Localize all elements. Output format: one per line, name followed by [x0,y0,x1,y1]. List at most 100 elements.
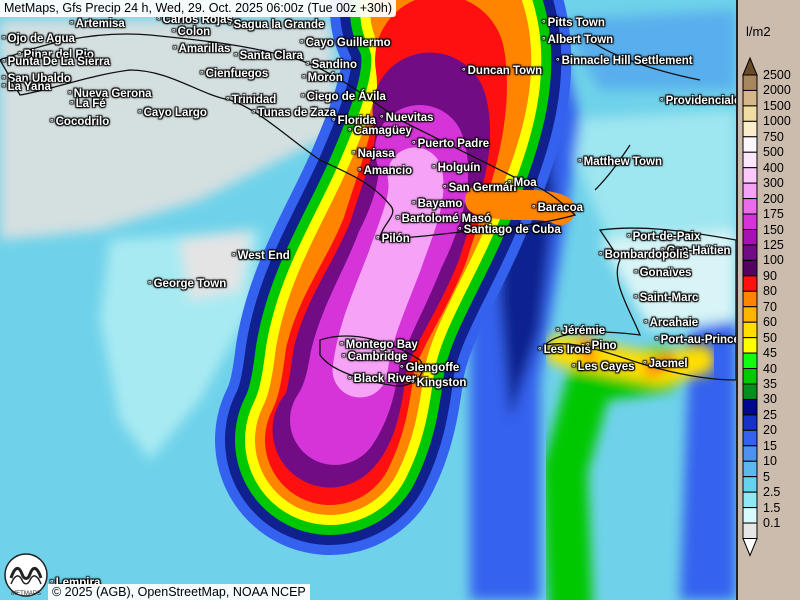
city-marker-icon: ° [200,69,204,79]
city-marker-icon: ° [376,234,380,244]
city-marker-icon: ° [586,341,590,351]
city-label: ° West End [232,250,290,263]
city-name: Providenciales [665,95,747,107]
legend-label: 70 [763,299,777,314]
legend-label: 300 [763,176,784,191]
legend-label: 125 [763,237,784,252]
city-name: Artemisa [75,18,125,30]
legend-swatch [742,368,758,385]
precipitation-map[interactable] [0,0,736,600]
city-marker-icon: ° [348,126,352,136]
city-label: ° Les Irois [538,344,591,357]
city-label: ° Providenciales [660,95,747,108]
legend-swatch [742,321,758,339]
city-marker-icon: ° [2,57,6,67]
color-legend: l/m2 2500 2000 1500 1000 750 500 400 300 200 175 1… [736,0,800,600]
city-label: ° Cambridge [342,351,408,364]
city-name: Pitts Town [547,17,605,29]
legend-label: 100 [763,253,784,268]
city-marker-icon: ° [462,66,466,76]
city-marker-icon: ° [306,60,310,70]
city-name: Cayo Guillermo [305,37,391,49]
city-name: Sagua la Grande [233,19,325,31]
legend-max-arrow [742,56,758,76]
city-marker-icon: ° [556,326,560,336]
city-name: Cambridge [347,351,408,363]
city-marker-icon: ° [412,139,416,149]
attribution: © 2025 (AGB), OpenStreetMap, NOAA NCEP [48,584,310,600]
city-name: Najasa [357,148,395,160]
legend-label: 500 [763,145,784,160]
city-marker-icon: ° [302,73,306,83]
city-marker-icon: ° [643,359,647,369]
city-marker-icon: ° [342,352,346,362]
city-marker-icon: ° [655,335,659,345]
city-name: Montego Bay [345,339,418,351]
city-label: ° Puerto Padre [412,138,489,151]
legend-swatch [742,476,758,493]
city-marker-icon: ° [443,183,447,193]
city-label: ° Montego Bay [340,339,418,352]
city-name: Bartolomé Masó [401,213,492,225]
city-label: ° Cayo Guillermo [300,37,391,50]
legend-label: 60 [763,315,777,330]
city-name: Black River [353,373,417,385]
legend-swatch [742,306,758,323]
city-marker-icon: ° [578,157,582,167]
legend-label: 40 [763,361,777,376]
city-marker-icon: ° [396,214,400,224]
city-name: Cap-Haïtien [666,245,731,257]
city-marker-icon: ° [228,20,232,30]
city-marker-icon: ° [332,116,336,126]
city-label: ° La Fé [70,98,106,111]
city-marker-icon: ° [70,99,74,109]
city-label: ° Baracoa [532,202,583,215]
city-label: ° La Yana [2,81,51,94]
legend-swatch [742,136,758,153]
city-label: ° Sagua la Grande [228,19,324,32]
city-marker-icon: ° [660,96,664,106]
city-label: ° Jérémie [556,325,605,338]
city-name: Les Irois [543,344,591,356]
city-marker-icon: ° [2,74,6,84]
city-label: ° Saint-Marc [634,292,698,305]
legend-label: 5 [763,469,770,484]
legend-label: 750 [763,129,784,144]
legend-label: 2.5 [763,485,781,500]
city-label: ° Nuevitas [380,112,434,125]
legend-bar [742,56,758,557]
city-label: ° Najasa [352,148,395,161]
city-marker-icon: ° [627,232,631,242]
city-name: Duncan Town [467,65,543,77]
city-label: ° Santa Clara [234,50,303,63]
city-marker-icon: ° [234,51,238,61]
legend-swatch [742,182,758,200]
city-label: ° Albert Town [542,34,613,47]
legend-swatch [742,352,758,370]
legend-swatch [742,414,758,431]
city-marker-icon: ° [68,89,72,99]
city-marker-icon: ° [634,268,638,278]
city-marker-icon: ° [412,199,416,209]
city-label: ° Camagüey [348,125,412,138]
city-name: Jacmel [648,358,688,370]
legend-swatch [742,290,758,308]
city-name: Les Cayes [577,361,635,373]
city-label: ° Pitts Town [542,17,605,30]
city-marker-icon: ° [644,318,648,328]
city-marker-icon: ° [458,225,462,235]
legend-label: 1.5 [763,500,781,515]
city-name: West End [237,250,290,262]
legend-swatch [742,460,758,478]
city-name: Glengoffe [405,362,460,374]
city-label: ° Moa [508,177,537,190]
city-name: Jérémie [561,325,606,337]
city-name: Saint-Marc [639,292,699,304]
city-label: ° Cayo Largo [138,107,207,120]
city-name: Baracoa [537,202,583,214]
city-marker-icon: ° [348,374,352,384]
south-plume [542,334,715,600]
city-name: Kingston [416,377,467,389]
city-name: George Town [153,278,227,290]
city-label: ° San Germán [443,182,516,195]
